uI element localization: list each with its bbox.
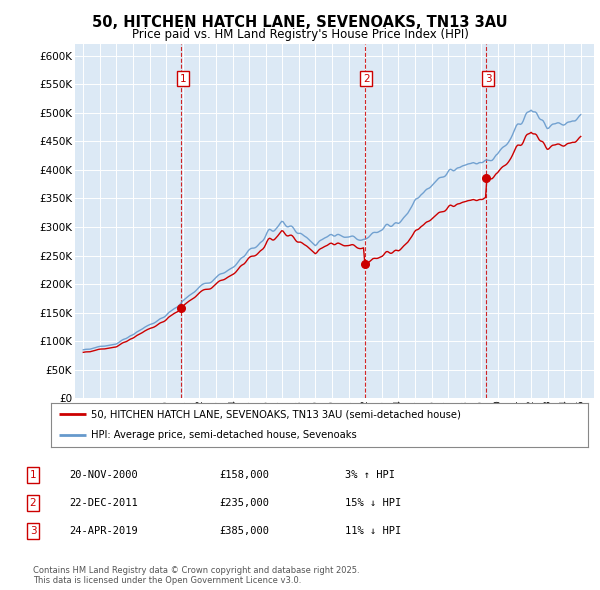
Text: £158,000: £158,000 [219,470,269,480]
Text: 3: 3 [29,526,37,536]
Text: 3: 3 [485,74,491,84]
Text: 50, HITCHEN HATCH LANE, SEVENOAKS, TN13 3AU: 50, HITCHEN HATCH LANE, SEVENOAKS, TN13 … [92,15,508,30]
Text: 11% ↓ HPI: 11% ↓ HPI [345,526,401,536]
Text: Contains HM Land Registry data © Crown copyright and database right 2025.
This d: Contains HM Land Registry data © Crown c… [33,566,359,585]
Text: Price paid vs. HM Land Registry's House Price Index (HPI): Price paid vs. HM Land Registry's House … [131,28,469,41]
Text: 2: 2 [29,498,37,507]
Text: 3% ↑ HPI: 3% ↑ HPI [345,470,395,480]
Text: 50, HITCHEN HATCH LANE, SEVENOAKS, TN13 3AU (semi-detached house): 50, HITCHEN HATCH LANE, SEVENOAKS, TN13 … [91,409,461,419]
Text: 22-DEC-2011: 22-DEC-2011 [69,498,138,507]
Text: 20-NOV-2000: 20-NOV-2000 [69,470,138,480]
Text: £385,000: £385,000 [219,526,269,536]
Text: 1: 1 [29,470,37,480]
Text: HPI: Average price, semi-detached house, Sevenoaks: HPI: Average price, semi-detached house,… [91,430,357,440]
Text: 24-APR-2019: 24-APR-2019 [69,526,138,536]
Text: 1: 1 [179,74,186,84]
Text: 15% ↓ HPI: 15% ↓ HPI [345,498,401,507]
Text: £235,000: £235,000 [219,498,269,507]
Text: 2: 2 [363,74,370,84]
